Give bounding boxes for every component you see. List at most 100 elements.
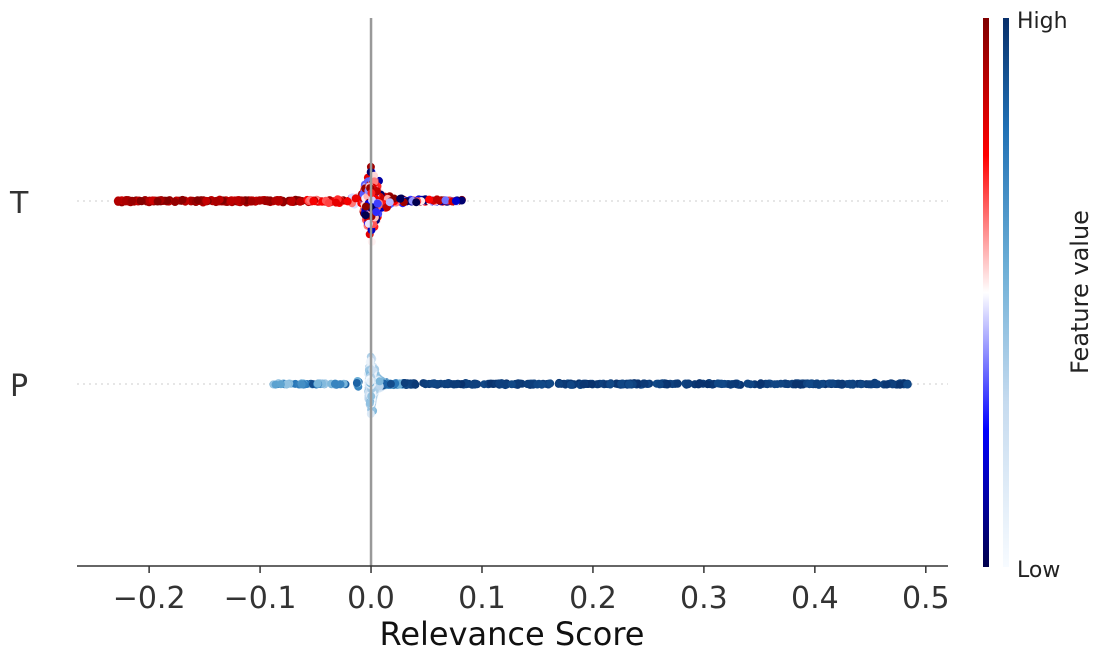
x-tick-label: 0.2 <box>569 581 617 616</box>
point-P <box>588 380 596 389</box>
x-tick-label: 0.0 <box>347 581 395 616</box>
point-T <box>171 198 179 206</box>
colorbar-high-label: High <box>1017 9 1068 34</box>
x-tick-label: −0.2 <box>113 581 186 616</box>
point-P <box>838 380 847 389</box>
point-P <box>888 380 897 389</box>
point-P <box>791 380 800 389</box>
point-P <box>566 380 575 389</box>
point-T <box>137 197 146 206</box>
point-T <box>425 195 434 204</box>
point-P <box>495 379 504 388</box>
colorbar-blues <box>1003 18 1009 567</box>
point-T <box>309 197 318 205</box>
point-P <box>770 380 779 389</box>
point-P <box>673 379 682 388</box>
point-T <box>261 196 270 205</box>
point-T <box>351 194 360 203</box>
point-P <box>726 380 735 389</box>
point-P <box>617 379 626 388</box>
point-T <box>451 197 460 205</box>
x-tick-label: 0.3 <box>680 581 728 616</box>
point-P <box>523 380 532 389</box>
point-T <box>114 196 122 205</box>
colorbar-seismic <box>983 18 989 567</box>
point-P <box>579 380 588 389</box>
point-T <box>153 197 162 206</box>
point-P <box>368 366 377 374</box>
point-T <box>273 196 282 204</box>
point-P <box>703 380 712 389</box>
point-T <box>343 197 352 206</box>
point-P <box>743 379 752 388</box>
category-label-T: T <box>9 186 29 221</box>
point-T <box>361 211 370 220</box>
point-T <box>441 196 450 205</box>
point-T <box>255 196 264 205</box>
point-P <box>696 379 705 388</box>
category-label-P: P <box>10 369 28 404</box>
point-P <box>846 380 855 389</box>
point-P <box>812 380 821 388</box>
point-P <box>428 379 437 388</box>
point-P <box>805 380 814 389</box>
point-P <box>684 379 692 388</box>
point-T <box>233 196 242 205</box>
x-ticks: −0.2 −0.1 0.0 0.1 0.2 0.3 0.4 0.5 <box>113 566 950 616</box>
point-T <box>412 198 421 207</box>
point-P <box>784 380 793 389</box>
point-T <box>332 198 340 207</box>
point-P <box>873 380 882 389</box>
colorbar-title: Feature value <box>1066 210 1094 374</box>
point-P <box>537 380 546 389</box>
point-P <box>896 380 904 389</box>
point-T <box>296 197 305 206</box>
point-P <box>606 380 615 389</box>
point-P <box>903 380 912 389</box>
point-P <box>828 379 837 388</box>
point-P <box>864 380 873 389</box>
x-tick-label: 0.4 <box>791 581 839 616</box>
point-T <box>385 198 394 207</box>
point-P <box>713 379 722 388</box>
point-T <box>324 199 333 208</box>
point-P <box>514 379 523 388</box>
x-tick-label: −0.1 <box>224 581 297 616</box>
point-P <box>331 379 339 388</box>
point-T <box>370 177 379 186</box>
point-P <box>763 380 772 389</box>
point-P <box>400 379 409 387</box>
point-P <box>507 380 516 389</box>
point-P <box>411 380 420 389</box>
point-P <box>882 380 891 389</box>
point-T <box>457 196 466 205</box>
point-T <box>433 195 441 204</box>
point-P <box>375 377 384 386</box>
point-T <box>226 197 235 206</box>
point-T <box>372 208 381 216</box>
point-T <box>202 196 211 205</box>
point-P <box>452 380 461 389</box>
x-tick-label: 0.5 <box>902 581 950 616</box>
point-T <box>128 196 137 205</box>
point-T <box>396 194 405 203</box>
point-P <box>555 379 563 388</box>
point-T <box>361 202 370 211</box>
point-P <box>655 380 664 389</box>
point-P <box>276 380 285 389</box>
point-P <box>625 380 634 389</box>
point-P <box>640 379 649 388</box>
point-T <box>193 196 202 205</box>
point-P <box>857 380 866 389</box>
point-T <box>287 197 296 206</box>
point-T <box>247 197 256 206</box>
x-tick-label: 0.1 <box>458 581 506 616</box>
point-P <box>546 379 555 388</box>
point-P <box>297 380 306 389</box>
point-P <box>352 379 361 387</box>
point-T <box>373 199 382 208</box>
point-T <box>178 195 187 204</box>
point-P <box>756 379 765 388</box>
point-P <box>313 379 322 388</box>
